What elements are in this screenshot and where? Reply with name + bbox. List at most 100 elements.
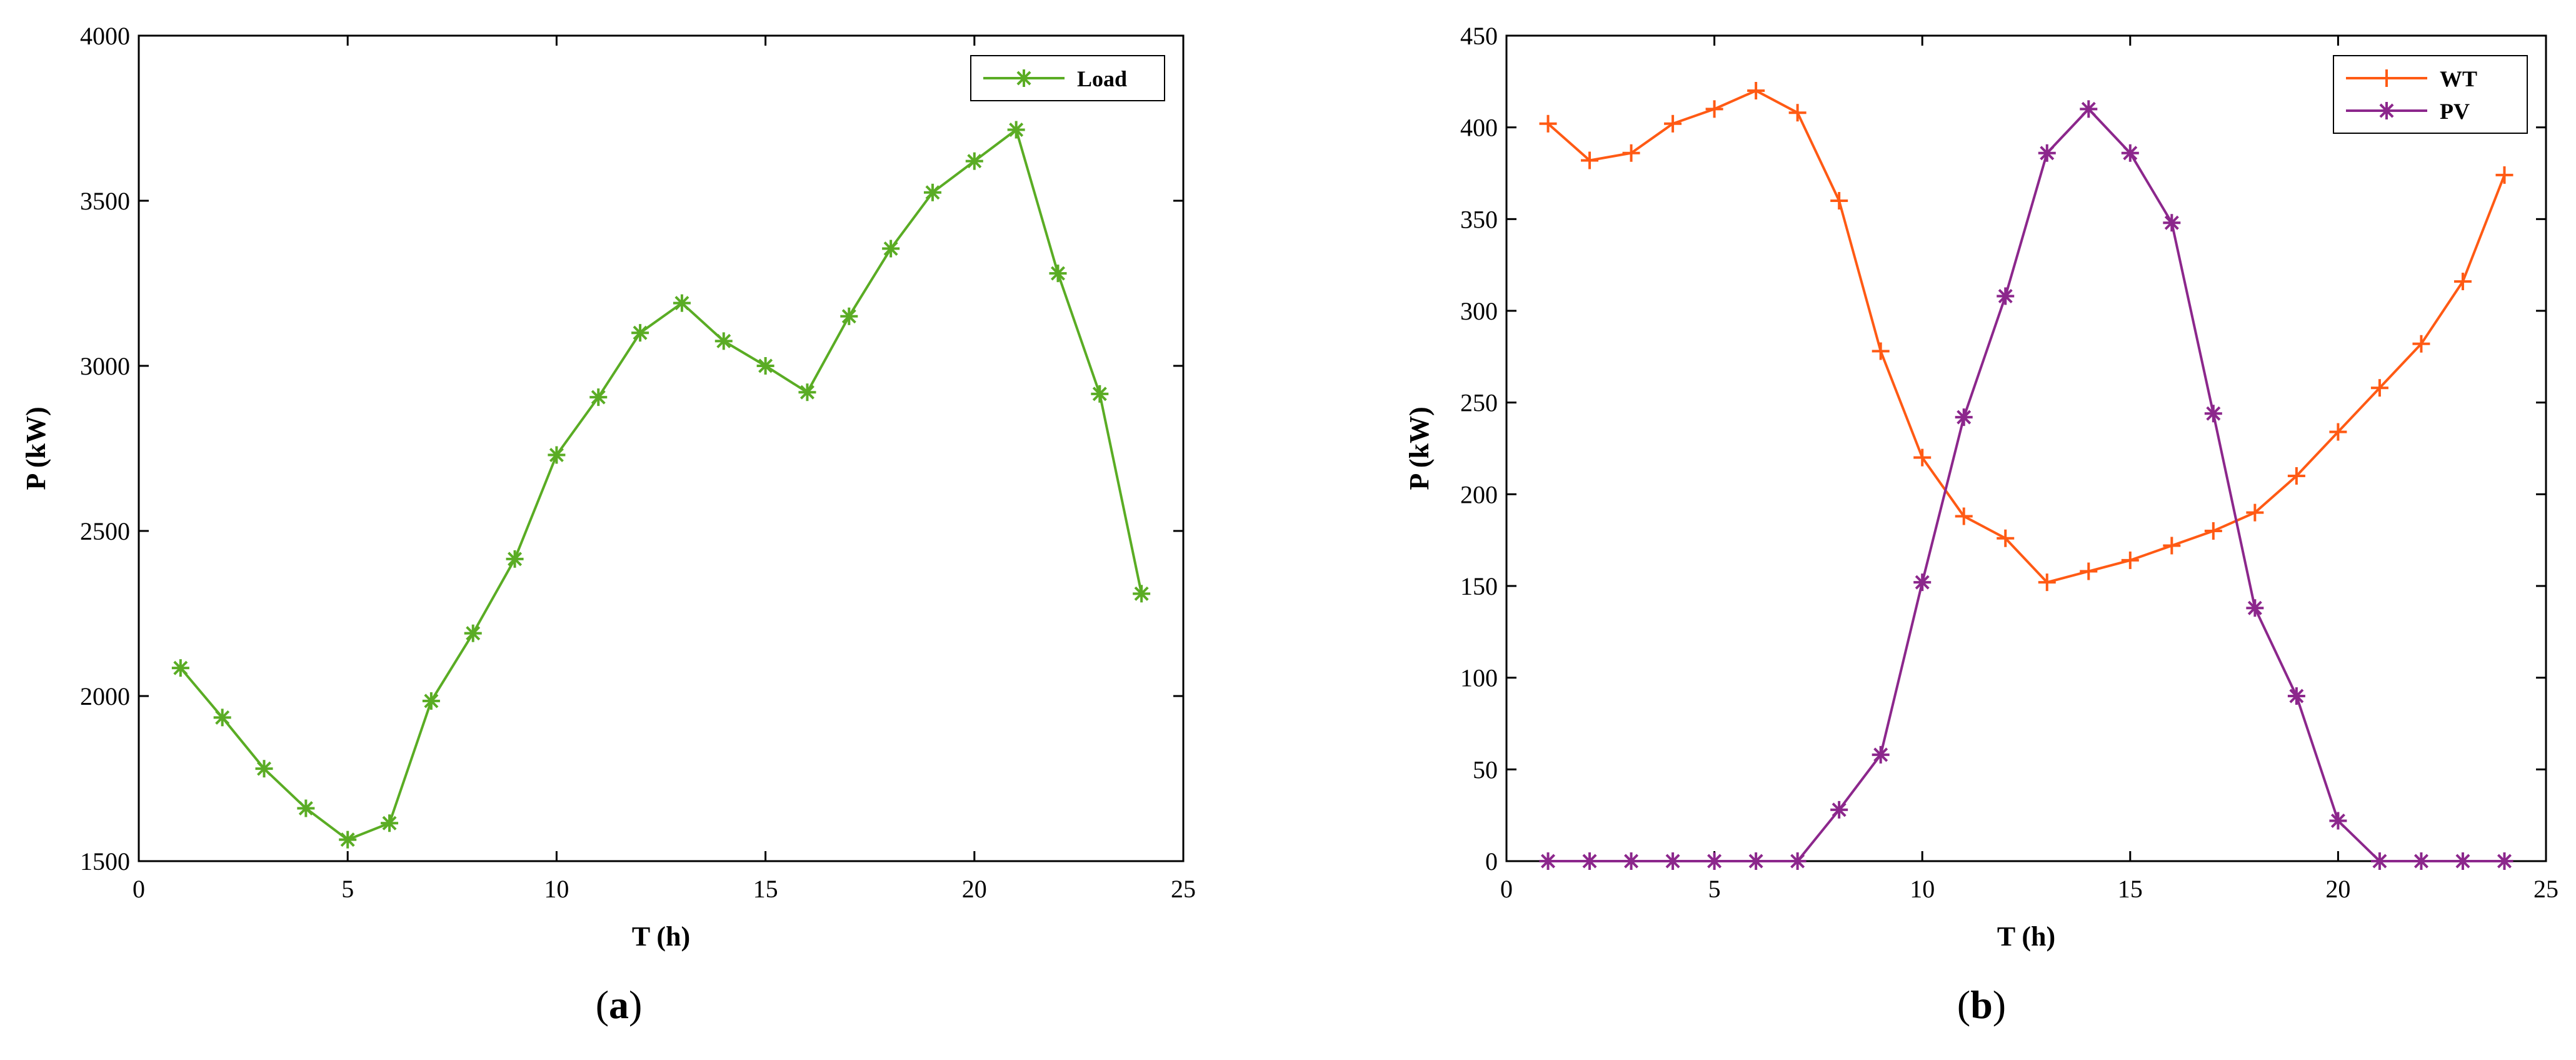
series-pv-b <box>1539 100 2513 870</box>
data-point-wt-20 <box>2329 423 2347 441</box>
data-point-pv-6 <box>1747 852 1765 870</box>
y-tick-label-b-4: 200 <box>1460 480 1498 508</box>
legend-b: WT PV <box>2333 55 2528 134</box>
data-point-wt-7 <box>1788 104 1807 122</box>
y-axis-label-a: P (kW) <box>21 406 51 490</box>
data-point-load-12 <box>631 324 649 342</box>
caption-b-letter: b <box>1970 982 1993 1027</box>
series-line-load <box>179 128 1143 841</box>
x-tick-label-b-4: 20 <box>2325 875 2350 903</box>
y-tick-label-a-4: 3500 <box>80 187 130 215</box>
data-point-load-17 <box>840 307 858 325</box>
data-point-wt-9 <box>1872 342 1890 360</box>
data-point-load-21 <box>1007 121 1025 139</box>
data-point-wt-2 <box>1581 151 1599 169</box>
legend-label-load: Load <box>1077 66 1127 91</box>
data-point-load-3 <box>255 760 273 778</box>
data-point-pv-5 <box>1705 852 1723 870</box>
data-point-load-2 <box>213 709 231 727</box>
chart-panel-b: 0 5 10 15 20 25 0 50 100 150 200 250 300 350 400 450 T (… <box>1288 0 2575 1060</box>
data-point-wt-18 <box>2246 503 2264 522</box>
data-point-load-11 <box>589 388 608 406</box>
x-axis-label-a: T (h) <box>632 921 690 952</box>
data-point-wt-13 <box>2038 573 2056 592</box>
x-tick-label-a-1: 5 <box>341 875 354 903</box>
data-point-load-9 <box>506 550 524 568</box>
data-point-pv-1 <box>1539 852 1557 870</box>
data-point-load-1 <box>171 659 189 677</box>
data-point-pv-21 <box>2370 852 2388 870</box>
data-point-pv-4 <box>1664 852 1682 870</box>
data-point-wt-15 <box>2121 551 2139 569</box>
data-point-wt-8 <box>1830 192 1848 209</box>
caption-b-open: ( <box>1957 982 1971 1027</box>
data-point-pv-11 <box>1955 408 1973 427</box>
data-point-wt-21 <box>2370 379 2388 397</box>
data-point-wt-1 <box>1539 114 1557 133</box>
data-point-wt-17 <box>2204 522 2222 540</box>
x-tick-label-b-0: 0 <box>1500 875 1513 903</box>
legend-a: Load <box>970 55 1165 101</box>
data-point-pv-18 <box>2246 599 2264 617</box>
legend-marker-wt <box>2378 69 2395 87</box>
data-point-load-20 <box>965 152 983 170</box>
data-point-load-23 <box>1091 385 1109 403</box>
series-load-a <box>171 121 1151 849</box>
x-tick-label-a-2: 10 <box>544 875 569 903</box>
caption-b: (b) <box>1919 982 2044 1028</box>
x-tick-label-b-5: 25 <box>2533 875 2558 903</box>
data-point-pv-3 <box>1622 852 1640 870</box>
caption-b-close: ) <box>1992 982 2007 1027</box>
data-point-wt-22 <box>2412 335 2430 353</box>
data-point-load-15 <box>756 357 774 375</box>
data-point-pv-13 <box>2038 144 2056 162</box>
y-tick-label-a-5: 4000 <box>80 22 130 50</box>
data-point-load-7 <box>422 692 440 710</box>
data-point-pv-14 <box>2080 100 2098 118</box>
y-tick-label-b-5: 250 <box>1460 389 1498 417</box>
data-point-pv-16 <box>2163 214 2181 232</box>
y-tick-label-b-7: 350 <box>1460 205 1498 233</box>
data-point-wt-4 <box>1664 114 1682 133</box>
data-point-pv-17 <box>2204 405 2222 423</box>
y-tick-label-b-2: 100 <box>1460 664 1498 692</box>
data-point-load-16 <box>798 383 816 401</box>
load-chart: 0 5 10 15 20 25 1500 2000 2500 3000 3500 4000 T (h) P… <box>21 22 1196 952</box>
y-tick-label-b-9: 450 <box>1460 22 1498 50</box>
data-point-wt-5 <box>1705 100 1723 118</box>
y-axis-label-b: P (kW) <box>1404 406 1435 490</box>
y-tick-label-a-0: 1500 <box>80 847 130 876</box>
data-point-wt-6 <box>1747 82 1765 99</box>
caption-a-letter: a <box>609 982 629 1027</box>
plot-area-a <box>138 34 1185 862</box>
y-tick-label-b-6: 300 <box>1460 297 1498 325</box>
legend-marker-pv <box>2378 102 2395 119</box>
legend-box-b <box>2333 55 2528 134</box>
data-point-pv-9 <box>1872 745 1890 764</box>
data-point-wt-12 <box>1997 529 2015 547</box>
x-tick-label-a-4: 20 <box>962 875 987 903</box>
data-point-pv-20 <box>2329 812 2347 830</box>
legend-label-pv: PV <box>2440 99 2470 124</box>
series-line-wt <box>1547 89 2506 584</box>
data-point-wt-3 <box>1622 144 1640 162</box>
data-point-load-18 <box>882 240 900 258</box>
data-point-wt-16 <box>2163 537 2181 555</box>
data-point-wt-14 <box>2080 562 2098 580</box>
y-tick-label-b-3: 150 <box>1460 572 1498 600</box>
x-tick-label-b-3: 15 <box>2118 875 2143 903</box>
chart-panel-a: 0 5 10 15 20 25 1500 2000 2500 3000 3500 4000 T (h) P… <box>21 22 1196 1028</box>
data-point-load-8 <box>464 624 482 642</box>
plot-area-b <box>1505 34 2547 862</box>
legend-marker-load <box>1015 69 1033 87</box>
data-point-pv-22 <box>2412 852 2430 870</box>
data-point-pv-24 <box>2495 852 2513 870</box>
caption-a-close: ) <box>629 982 643 1027</box>
data-point-load-6 <box>381 814 399 832</box>
caption-a: (a) <box>556 982 681 1028</box>
data-point-load-14 <box>714 332 733 350</box>
data-point-load-24 <box>1133 585 1151 603</box>
series-line-pv <box>1548 107 2505 862</box>
y-tick-label-b-1: 50 <box>1473 755 1498 784</box>
